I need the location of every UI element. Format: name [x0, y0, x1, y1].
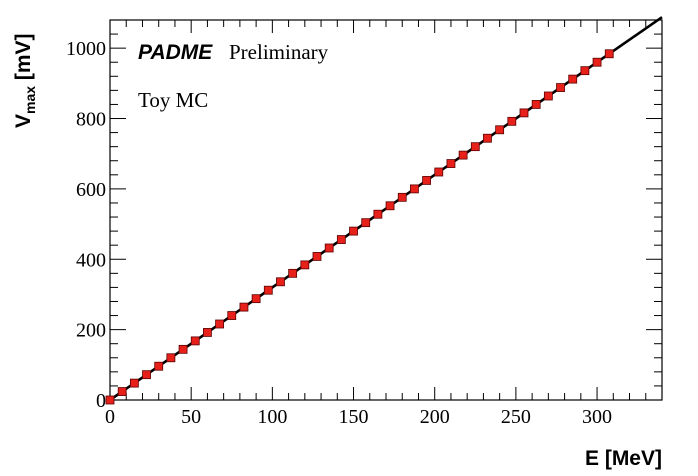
data-point	[483, 134, 491, 142]
data-point	[203, 328, 211, 336]
data-point	[508, 117, 516, 125]
data-point	[520, 109, 528, 117]
data-point	[228, 312, 236, 320]
x-tick-label: 200	[420, 406, 450, 428]
data-point	[435, 168, 443, 176]
y-tick-label: 400	[76, 249, 106, 271]
data-point	[167, 354, 175, 362]
data-point	[130, 379, 138, 387]
data-point	[374, 210, 382, 218]
sample-label: Toy MC	[138, 88, 208, 112]
data-point	[106, 396, 114, 404]
data-point	[179, 345, 187, 353]
status-label: Preliminary	[229, 40, 329, 64]
data-point	[362, 219, 370, 227]
data-point	[386, 202, 394, 210]
y-axis-title-main: V	[12, 114, 35, 128]
y-axis-title-subscript: max	[22, 86, 38, 114]
data-point	[569, 75, 577, 83]
data-point	[410, 185, 418, 193]
x-tick-label: 50	[181, 406, 201, 428]
data-point	[313, 252, 321, 260]
y-tick-label: 1000	[66, 38, 106, 60]
y-tick-label: 600	[76, 179, 106, 201]
data-point	[337, 236, 345, 244]
data-point	[118, 388, 126, 396]
data-point	[264, 286, 272, 294]
data-point	[216, 320, 224, 328]
data-point	[593, 58, 601, 66]
experiment-label: PADME	[138, 41, 213, 64]
data-point	[423, 176, 431, 184]
data-point	[191, 337, 199, 345]
y-tick-label: 800	[76, 109, 106, 131]
data-point	[605, 50, 613, 58]
data-point	[301, 261, 309, 269]
data-point	[459, 151, 467, 159]
data-point	[581, 67, 589, 75]
data-point	[143, 371, 151, 379]
data-point	[276, 278, 284, 286]
x-tick-label: 150	[339, 406, 369, 428]
data-point	[289, 269, 297, 277]
x-tick-label: 0	[105, 406, 115, 428]
data-point	[447, 160, 455, 168]
data-point	[240, 303, 248, 311]
data-point	[544, 92, 552, 100]
data-point	[532, 100, 540, 108]
x-axis-title: E [MeV]	[585, 447, 662, 470]
data-point	[398, 193, 406, 201]
y-tick-label: 0	[96, 390, 106, 412]
data-point	[325, 244, 333, 252]
data-point	[350, 227, 358, 235]
x-tick-label: 250	[501, 406, 531, 428]
y-axis-title: Vmax [mV]	[12, 33, 38, 128]
data-point	[252, 295, 260, 303]
y-tick-label: 200	[76, 320, 106, 342]
data-point	[496, 126, 504, 134]
data-point	[471, 143, 479, 151]
x-tick-label: 300	[582, 406, 612, 428]
data-point	[155, 362, 163, 370]
data-point	[557, 84, 565, 92]
x-tick-label: 100	[257, 406, 287, 428]
y-axis-title-unit: [mV]	[12, 33, 35, 86]
